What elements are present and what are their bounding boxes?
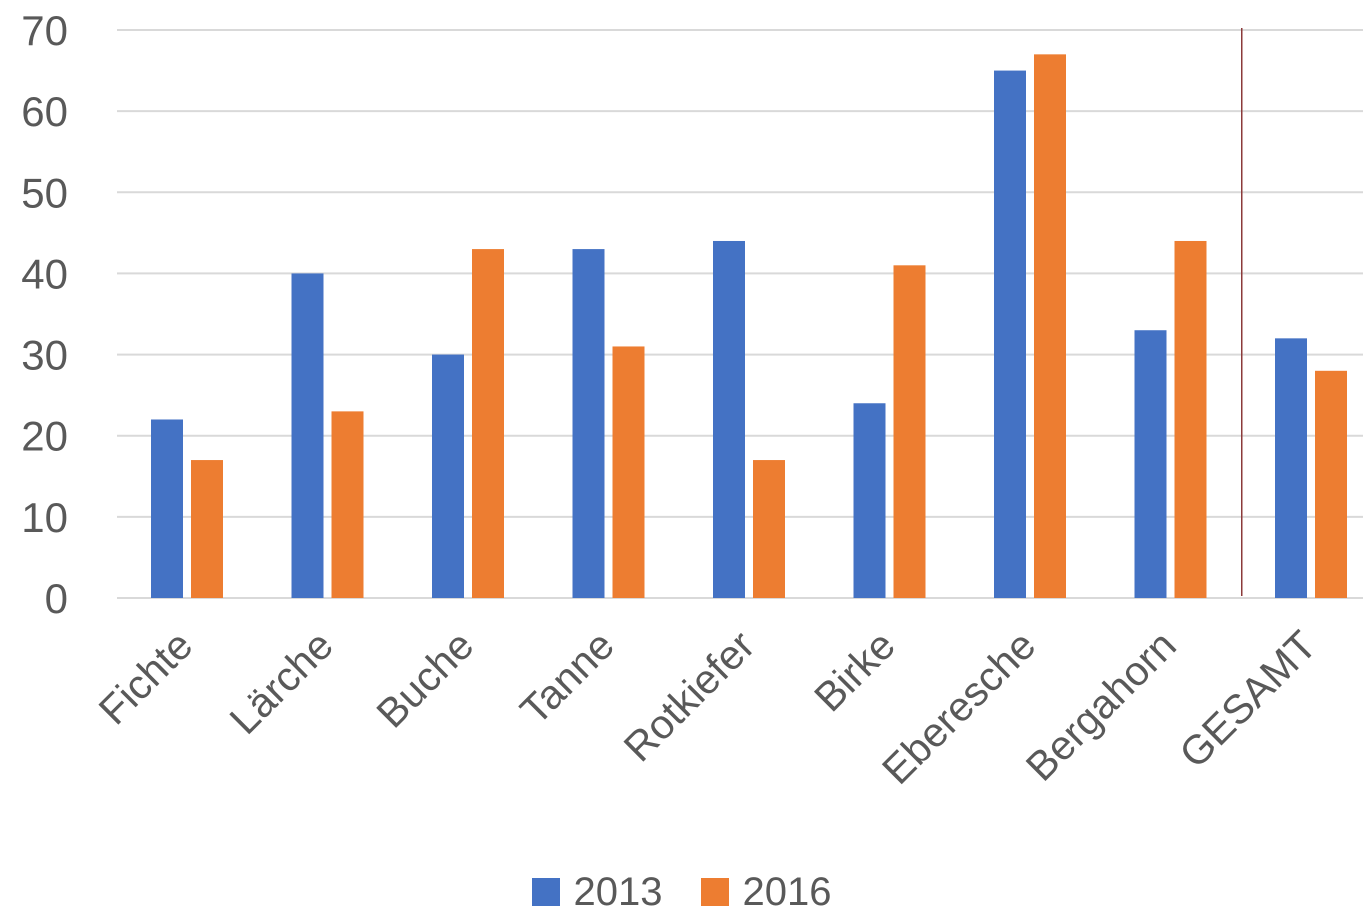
bar-rotkiefer-2016 — [753, 460, 785, 598]
x-tick-label-birke: Birke — [805, 622, 904, 721]
y-axis-ticks: 0 10 20 30 40 50 60 70 — [21, 7, 68, 622]
legend-label-2013: 2013 — [573, 870, 663, 914]
legend-swatch-2016 — [700, 878, 729, 906]
bar-birke-2013 — [853, 403, 886, 598]
x-tick-label-tanne: Tanne — [511, 622, 623, 734]
bar-eberesche-2016 — [1034, 54, 1066, 599]
y-tick-label-50: 50 — [21, 169, 68, 216]
bar-gesamt-2016 — [1315, 370, 1347, 598]
bar-bergahorn-2016 — [1174, 240, 1207, 598]
bar-chart-svg: 0 10 20 30 40 50 60 70 Fichte Lärche Buche TanneRo… — [21, 7, 1363, 793]
bar-gesamt-2013 — [1275, 338, 1307, 598]
bar-tanne-2013 — [572, 249, 605, 599]
legend-item-2016: 2016 — [700, 870, 832, 914]
x-tick-label-rotkiefer: Rotkiefer — [615, 622, 764, 771]
bar-tanne-2016 — [612, 346, 645, 598]
bar-laerche-2013 — [291, 273, 324, 598]
legend-item-2013: 2013 — [531, 870, 663, 914]
legend: 2013 2016 — [0, 868, 1363, 916]
bar-fichte-2013 — [151, 419, 183, 598]
x-tick-label-bergahorn: Bergahorn — [1017, 622, 1185, 790]
legend-label-2016: 2016 — [742, 870, 832, 914]
bar-buche-2016 — [472, 249, 504, 599]
x-tick-label-buche: Buche — [368, 622, 483, 737]
bar-bergahorn-2013 — [1134, 330, 1167, 598]
bar-laerche-2016 — [331, 411, 364, 598]
bar-eberesche-2013 — [994, 70, 1026, 599]
y-tick-label-40: 40 — [21, 250, 68, 297]
x-tick-label-gesamt: GESAMT — [1170, 622, 1325, 777]
y-tick-label-60: 60 — [21, 88, 68, 135]
y-tick-label-30: 30 — [21, 332, 68, 379]
bar-buche-2013 — [432, 354, 464, 598]
legend-swatch-2013 — [531, 878, 560, 906]
y-tick-label-70: 70 — [21, 7, 68, 54]
x-tick-label-laerche: Lärche — [221, 622, 342, 743]
bars — [151, 54, 1347, 599]
bar-birke-2016 — [893, 265, 926, 598]
bar-rotkiefer-2013 — [713, 240, 745, 598]
bar-fichte-2016 — [191, 460, 223, 598]
x-tick-label-eberesche: Eberesche — [873, 622, 1044, 793]
y-tick-label-20: 20 — [21, 413, 68, 460]
x-tick-label-fichte: Fichte — [90, 622, 201, 733]
y-tick-label-0: 0 — [45, 575, 68, 622]
y-tick-label-10: 10 — [21, 494, 68, 541]
